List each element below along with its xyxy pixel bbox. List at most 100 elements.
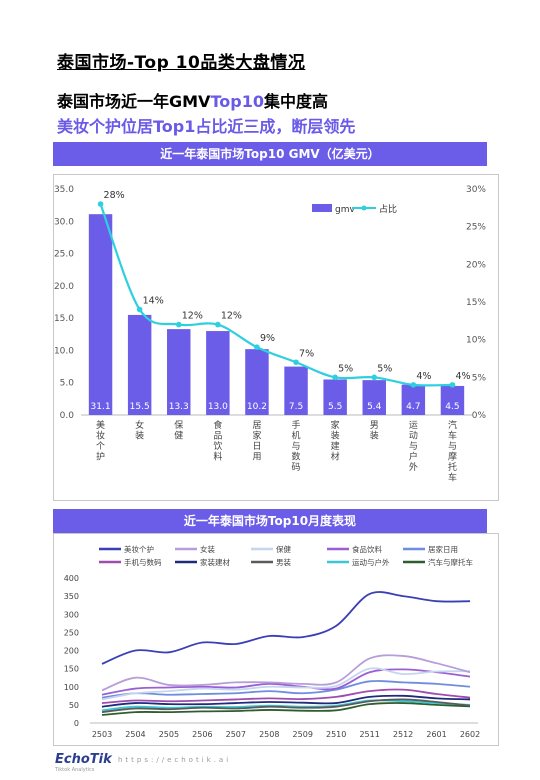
echotik-logo: EchoTik xyxy=(55,752,112,767)
category-tick-label-char: 女 xyxy=(135,419,144,431)
share-point xyxy=(410,382,417,388)
share-point xyxy=(175,321,182,328)
gmv-bar xyxy=(284,366,308,415)
series-line xyxy=(101,698,471,714)
x-axis-tick-label: 2505 xyxy=(159,730,179,739)
legend-gmv-swatch xyxy=(312,204,332,212)
x-axis-tick-label: 2601 xyxy=(426,730,446,739)
share-point xyxy=(332,374,338,381)
y-axis-tick-label: 50 xyxy=(69,701,79,710)
y-axis-tick-label: 25.0 xyxy=(54,250,74,260)
x-axis-tick-label: 2602 xyxy=(460,730,480,739)
page-title: 泰国市场-Top 10品类大盘情况 xyxy=(57,53,306,73)
share-point xyxy=(215,321,221,328)
category-tick-label-char: 居 xyxy=(252,420,261,431)
gmv-bar-value-label: 4.7 xyxy=(406,402,420,412)
gmv-bar-value-label: 5.4 xyxy=(367,402,382,412)
monthly-line-chart: 0 50 100 150 200 250 300 350 400 2503 2504 2505 2506… xyxy=(64,544,480,739)
legend-series-label: 家装建材 xyxy=(200,557,230,567)
category-tick-label-char: 用 xyxy=(252,452,261,463)
x-axis-tick-label: 2503 xyxy=(92,730,112,739)
category-tick-label-char: 装 xyxy=(331,430,340,442)
share-data-label: 14% xyxy=(143,296,164,307)
category-tick-label-char: 装 xyxy=(370,430,379,442)
y-axis-tick-label: 35.0 xyxy=(54,185,74,195)
category-tick-label-char: 机 xyxy=(292,430,301,442)
gmv-bar-value-label: 4.5 xyxy=(445,402,459,412)
share-point xyxy=(97,201,104,207)
headline-concentration: 泰国市场近一年GMVTop10集中度高 xyxy=(57,88,328,112)
share-data-label: 5% xyxy=(377,363,392,374)
category-tick-label-char: 家 xyxy=(331,419,340,431)
gmv-bar xyxy=(127,314,152,415)
category-tick-label-char: 码 xyxy=(292,462,301,473)
category-tick-label-char: 手 xyxy=(292,419,301,431)
gmv-bar xyxy=(362,380,386,415)
gmv-bar xyxy=(323,379,347,415)
share-point xyxy=(293,359,299,366)
series-line xyxy=(101,688,471,704)
category-tick-label-char: 汽 xyxy=(448,419,457,431)
category-tick-label-char: 品 xyxy=(213,431,222,442)
x-axis-tick-label: 2507 xyxy=(226,730,246,739)
gmv-bar-value-label: 13.3 xyxy=(169,402,189,412)
share-data-label: 12% xyxy=(182,311,203,322)
category-tick-label-char: 与 xyxy=(409,441,418,452)
share-point xyxy=(136,306,143,313)
series-line xyxy=(101,702,471,716)
series-line xyxy=(101,654,471,692)
share-data-label: 4% xyxy=(416,371,431,382)
gmv-bar-value-label: 7.5 xyxy=(289,402,303,412)
share-point xyxy=(371,374,378,381)
legend-series-label: 保健 xyxy=(276,544,291,554)
x-axis-tick-label: 2511 xyxy=(359,730,379,739)
category-tick-label-char: 与 xyxy=(292,441,301,452)
category-tick-label-char: 护 xyxy=(96,451,105,463)
category-tick-label-char: 托 xyxy=(448,461,457,473)
series-line xyxy=(101,667,471,701)
headline-concentration-accent: Top10 xyxy=(210,92,264,111)
gmv-bar xyxy=(440,385,465,415)
y-axis-tick-label: 300 xyxy=(64,610,79,619)
gmv-bar-line-chart: 0.0 5.0 10.0 15.0 20.0 25.0 30.0 35.0 0% 5% 10% 15%… xyxy=(54,185,487,484)
category-tick-label-char: 妆 xyxy=(96,430,105,442)
category-tick-label-char: 食 xyxy=(213,419,222,431)
legend-series-label: 男装 xyxy=(276,557,291,567)
legend-share-marker xyxy=(361,205,367,211)
category-tick-label-char: 户 xyxy=(409,451,418,463)
category-tick-label-char: 健 xyxy=(174,430,183,442)
series-line xyxy=(101,591,471,665)
share-line xyxy=(99,203,453,387)
share-point xyxy=(254,344,260,350)
y2-axis-tick-label: 25% xyxy=(466,223,486,233)
share-point xyxy=(449,382,456,388)
share-data-label: 9% xyxy=(260,333,275,344)
y-axis-tick-label: 5.0 xyxy=(60,379,75,389)
category-tick-label-char: 建 xyxy=(331,440,340,452)
y2-axis-tick-label: 20% xyxy=(466,260,486,270)
category-tick-label-char: 家 xyxy=(252,430,261,442)
y-axis-tick-label: 100 xyxy=(64,683,79,692)
gmv-bar xyxy=(245,349,269,415)
legend-series-label: 汽车与摩托车 xyxy=(428,557,473,567)
legend-series-label: 女装 xyxy=(200,544,215,554)
gmv-bar-value-label: 15.5 xyxy=(130,402,150,412)
gmv-bar xyxy=(401,384,426,415)
y2-axis-tick-label: 0% xyxy=(472,411,487,421)
y-axis-tick-label: 400 xyxy=(64,574,79,583)
legend-series-label: 运动与户外 xyxy=(352,557,390,567)
x-axis-tick-label: 2506 xyxy=(192,730,212,739)
gmv-bar-value-label: 31.1 xyxy=(91,402,111,412)
legend-series-label: 居家日用 xyxy=(428,544,458,554)
x-axis-tick-label: 2510 xyxy=(326,730,346,739)
series-line xyxy=(101,694,471,708)
gmv-chart-title-banner: 近一年泰国市场Top10 GMV（亿美元） xyxy=(53,142,487,166)
series-line xyxy=(101,668,471,696)
legend-gmv-label: gmv xyxy=(335,205,355,215)
x-axis-tick-label: 2509 xyxy=(293,730,313,739)
y2-axis-tick-label: 5% xyxy=(472,373,487,383)
category-tick-label-char: 摩 xyxy=(448,451,457,463)
legend-series-label: 美妆个护 xyxy=(124,544,154,554)
gmv-bar-value-label: 13.0 xyxy=(208,402,228,412)
y-axis-tick-label: 15.0 xyxy=(54,314,74,324)
